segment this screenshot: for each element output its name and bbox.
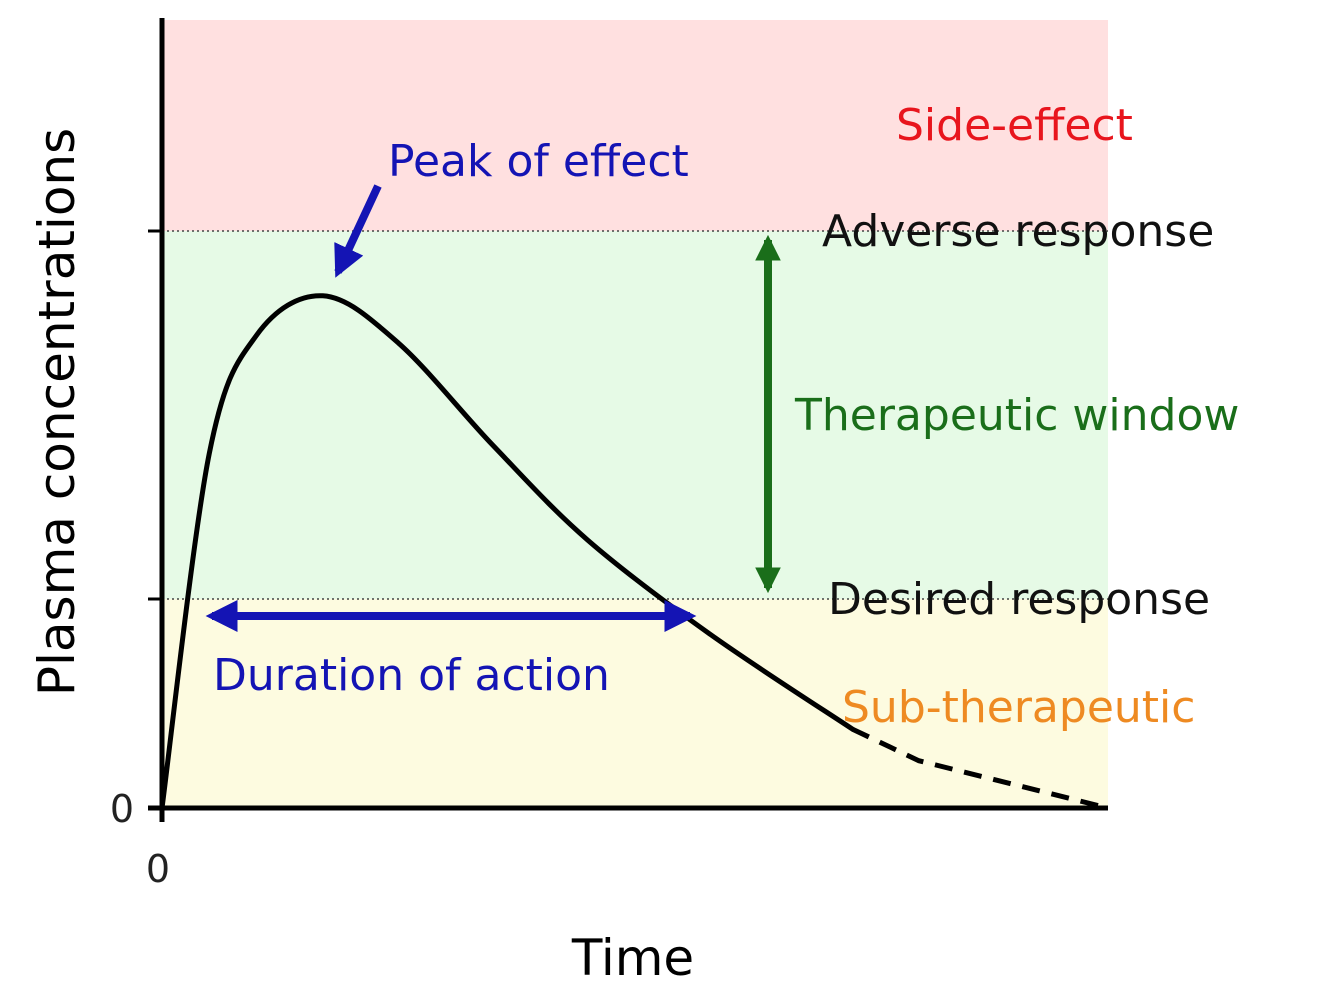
therapeutic-window-zone <box>162 231 1108 599</box>
sub-therapeutic-zone <box>162 599 1108 808</box>
desired-response-label: Desired response <box>828 574 1210 625</box>
adverse-response-label: Adverse response <box>822 206 1214 257</box>
y-tick-label-0: 0 <box>110 787 134 831</box>
peak-arrow <box>334 184 382 278</box>
concentration-curve-extrapolated <box>851 726 1109 811</box>
x-axis-title: Time <box>571 929 694 987</box>
side-effect-label: Side-effect <box>896 100 1133 151</box>
x-tick-label-0: 0 <box>146 847 170 891</box>
peak-of-effect-label: Peak of effect <box>388 136 689 187</box>
side-effect-zone <box>162 20 1108 231</box>
y-axis-title: Plasma concentrations <box>28 128 86 696</box>
duration-of-action-label: Duration of action <box>213 650 610 701</box>
sub-therapeutic-label: Sub-therapeutic <box>842 682 1195 733</box>
therapeutic-window-label: Therapeutic window <box>794 390 1239 441</box>
